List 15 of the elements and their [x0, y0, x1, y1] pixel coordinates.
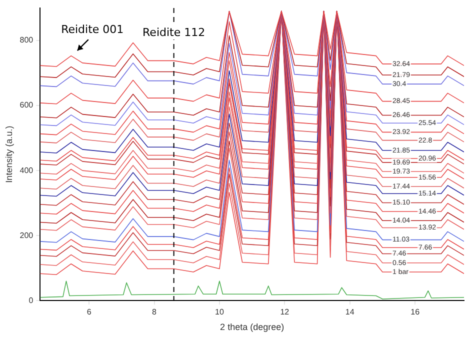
- y-axis-title: Intensity (a.u.): [4, 126, 14, 183]
- y-tick-label: 800: [20, 36, 34, 45]
- x-axis-title: 2 theta (degree): [220, 322, 284, 332]
- annotation: Reidite 112: [142, 26, 206, 39]
- y-tick-label: 200: [20, 230, 34, 240]
- x-tick-label: 10: [215, 308, 224, 317]
- x-tick-label: 8: [152, 308, 158, 317]
- annotation: Reidite 001: [61, 22, 124, 36]
- y-tick-label: 400: [20, 166, 34, 175]
- x-tick-label: 14: [345, 308, 355, 317]
- x-tick-label: 12: [280, 308, 290, 317]
- x-tick-label: 16: [410, 308, 420, 317]
- y-tick-label: 0: [28, 296, 34, 305]
- x-tick-label: 6: [86, 308, 92, 317]
- y-tick-label: 600: [20, 100, 34, 110]
